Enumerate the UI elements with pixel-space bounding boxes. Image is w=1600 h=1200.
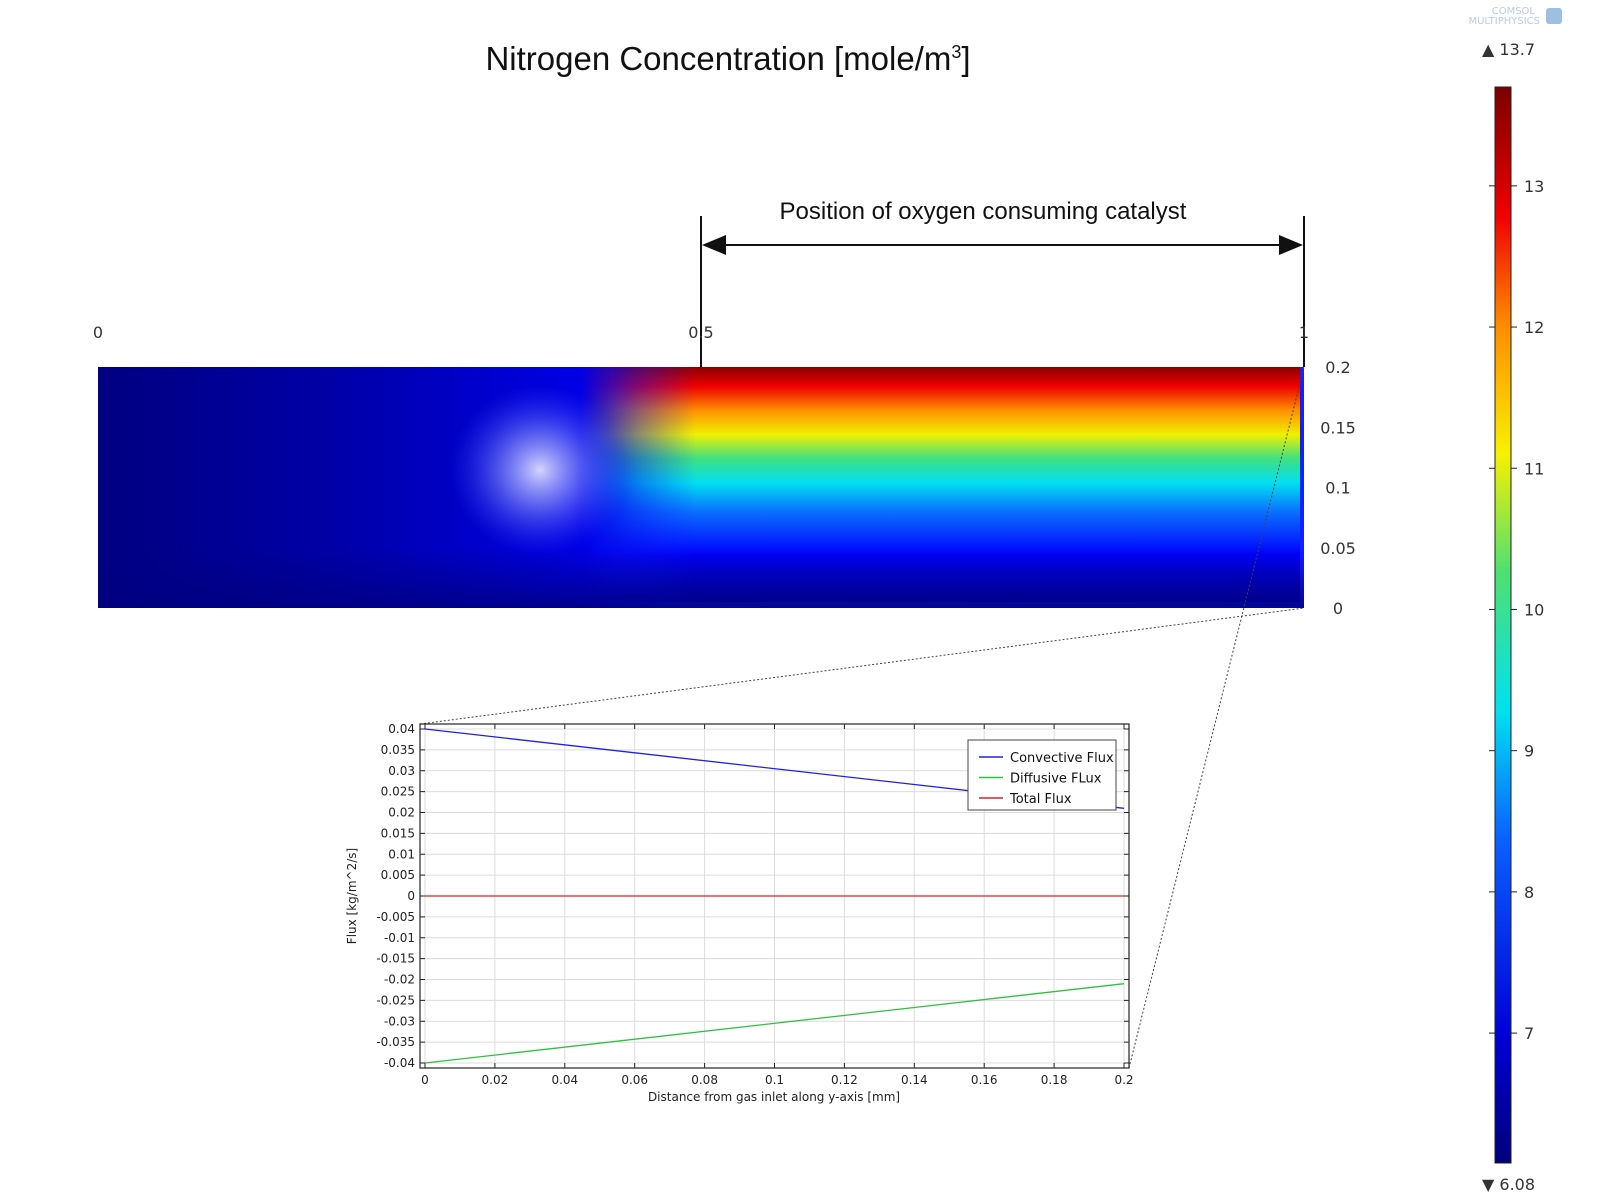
heatmap-y-tick: 0 [1333, 599, 1343, 618]
y-tick-label: 0.035 [381, 743, 415, 757]
heatmap-x-tick: 1 [1299, 323, 1309, 342]
colorbar-tick-label: 8 [1524, 883, 1534, 902]
y-tick-label: -0.03 [384, 1014, 415, 1028]
x-tick-label: 0.14 [901, 1073, 928, 1087]
colorbar-tick-label: 9 [1524, 742, 1534, 761]
y-tick-label: -0.035 [376, 1035, 415, 1049]
catalyst-label: Position of oxygen consuming catalyst [780, 198, 1187, 225]
y-tick-label: 0 [407, 889, 415, 903]
legend: Convective Flux Diffusive FLux Total Flux [967, 739, 1117, 811]
zoom-line-right [1128, 366, 1305, 1069]
x-tick-label: 0.04 [551, 1073, 578, 1087]
y-tick-label: -0.02 [384, 973, 415, 987]
comsol-logo: COMSOL MULTIPHYSICS [1469, 6, 1562, 27]
y-tick-label: 0.03 [388, 764, 415, 778]
heatmap-y-tick: 0.15 [1320, 418, 1356, 437]
x-tick-label: 0.1 [765, 1073, 784, 1087]
colorbar-max-label: ▲ 13.7 [1482, 40, 1535, 59]
x-tick-label: 0.16 [971, 1073, 998, 1087]
heatmap-y-tick: 0.1 [1325, 479, 1350, 498]
catalyst-annotation: Position of oxygen consuming catalyst [700, 198, 1305, 367]
colorbar-tick-label: 12 [1524, 318, 1544, 337]
colorbar-tick-label: 13 [1524, 177, 1544, 196]
colorbar-tick-label: 10 [1524, 600, 1544, 619]
flux-line-chart: 0 0.02 0.04 0.06 0.08 0.1 0.12 0.14 0.16 0.18 0.2 … [345, 722, 1134, 1104]
x-tick-label: 0.02 [482, 1073, 509, 1087]
chart-title: Nitrogen Concentration [mole/m3] [485, 40, 970, 77]
heatmap-bottom-shade [98, 367, 1304, 608]
colorbar-gradient [1494, 86, 1512, 1164]
y-tick-label: -0.01 [384, 931, 415, 945]
colorbar: ▲ 13.7 ▼ 6.08 13 12 11 10 9 8 7 [1482, 40, 1544, 1194]
x-tick-label: 0 [421, 1073, 429, 1087]
y-axis-label: Flux [kg/m^2/s] [345, 848, 359, 944]
zoom-connectors [419, 366, 1305, 1069]
legend-entry: Diffusive FLux [1010, 772, 1102, 787]
y-tick-label: 0.04 [388, 722, 415, 736]
x-tick-label: 0.06 [621, 1073, 648, 1087]
y-tick-label: 0.02 [388, 806, 415, 820]
x-tick-label: 0.18 [1041, 1073, 1068, 1087]
heatmap-y-tick: 0.2 [1325, 358, 1350, 377]
colorbar-tick-label: 7 [1524, 1024, 1534, 1043]
y-tick-label: 0.01 [388, 847, 415, 861]
logo-line1: COMSOL [1492, 6, 1536, 17]
x-tick-label: 0.12 [831, 1073, 858, 1087]
x-tick-label: 0.08 [691, 1073, 718, 1087]
y-tick-label: -0.025 [376, 993, 415, 1007]
y-tick-label: 0.015 [381, 826, 415, 840]
x-tick-label: 0.2 [1114, 1073, 1133, 1087]
logo-icon [1546, 8, 1562, 24]
heatmap-y-tick: 0.05 [1320, 539, 1356, 558]
y-tick-label: -0.04 [384, 1056, 415, 1070]
y-tick-label: -0.015 [376, 952, 415, 966]
y-tick-label: 0.025 [381, 785, 415, 799]
logo-line2: MULTIPHYSICS [1469, 16, 1540, 27]
legend-entry: Total Flux [1009, 792, 1072, 807]
legend-entry: Convective Flux [1010, 751, 1114, 766]
y-tick-label: -0.005 [376, 910, 415, 924]
heatmap-x-tick: 0.5 [688, 323, 713, 342]
y-tick-label: 0.005 [381, 868, 415, 882]
x-axis-label: Distance from gas inlet along y-axis [mm… [648, 1090, 900, 1104]
series-diffusive-flux [424, 983, 1125, 1064]
colorbar-min-label: ▼ 6.08 [1482, 1175, 1535, 1194]
zoom-line-left [419, 607, 1305, 725]
colorbar-tick-label: 11 [1524, 459, 1544, 478]
concentration-heatmap: 0 0.5 1 0.2 0.15 0.1 0.05 0 [93, 323, 1356, 618]
heatmap-x-tick: 0 [93, 323, 103, 342]
